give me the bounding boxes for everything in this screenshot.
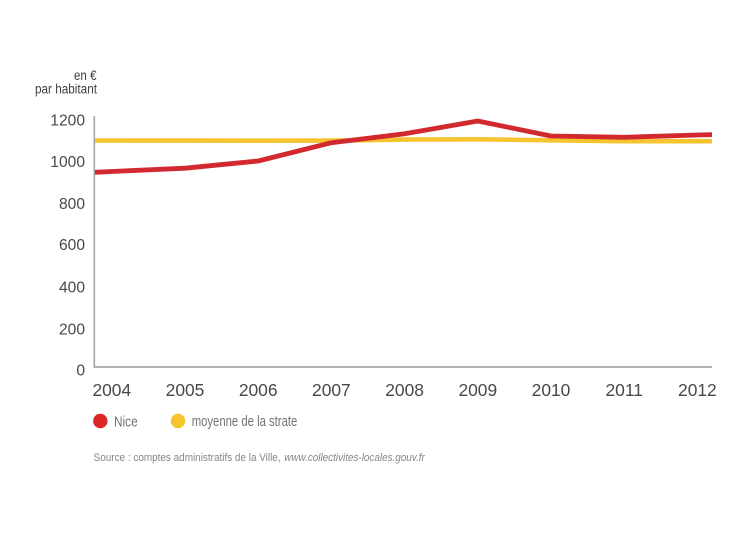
svg-text:2004: 2004	[92, 380, 131, 400]
svg-text:par habitant: par habitant	[35, 81, 97, 96]
svg-text:1200: 1200	[50, 113, 85, 130]
svg-text:Source : comptes administratif: Source : comptes administratifs de la Vi…	[94, 452, 281, 464]
svg-text:2006: 2006	[239, 380, 278, 400]
svg-text:2012: 2012	[678, 380, 717, 400]
svg-text:400: 400	[59, 280, 85, 297]
svg-text:800: 800	[59, 196, 85, 213]
svg-text:2008: 2008	[385, 380, 424, 400]
svg-text:2007: 2007	[312, 380, 351, 400]
svg-text:600: 600	[59, 237, 85, 254]
svg-text:2009: 2009	[458, 380, 497, 400]
svg-text:0: 0	[76, 362, 85, 379]
svg-text:2011: 2011	[605, 380, 642, 400]
svg-text:2010: 2010	[532, 380, 571, 400]
svg-text:200: 200	[59, 322, 85, 339]
svg-text:2005: 2005	[166, 380, 205, 400]
svg-text:moyenne de la strate: moyenne de la strate	[192, 413, 298, 430]
svg-text:www.collectivites-locales.gouv: www.collectivites-locales.gouv.fr	[284, 452, 426, 464]
svg-text:1000: 1000	[50, 154, 85, 171]
svg-text:Nice: Nice	[114, 413, 138, 430]
svg-text:en €: en €	[74, 68, 97, 83]
